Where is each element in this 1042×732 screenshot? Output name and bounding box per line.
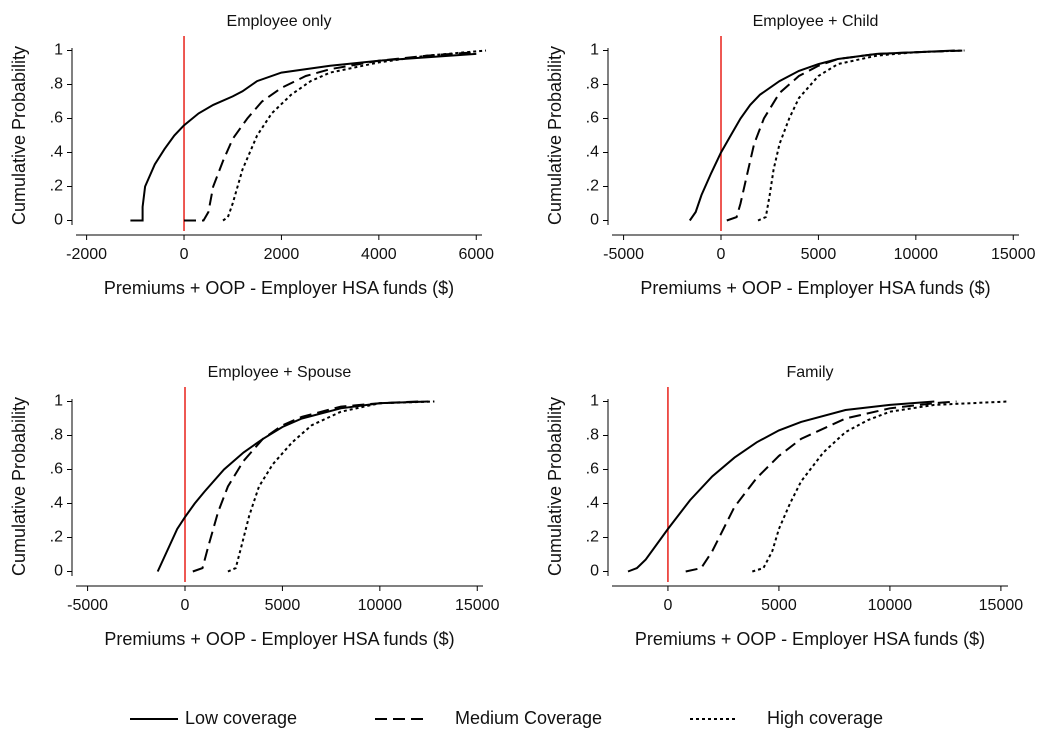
y-tick-label: .4 bbox=[50, 144, 63, 161]
y-axis-label: Cumulative Probability bbox=[9, 46, 29, 225]
x-tick-label: 15000 bbox=[991, 246, 1036, 263]
y-tick-label: .6 bbox=[50, 110, 63, 127]
y-tick-label: .8 bbox=[586, 76, 599, 93]
y-tick-label: .6 bbox=[586, 110, 599, 127]
x-tick-label: 10000 bbox=[358, 597, 403, 614]
legend-label: Low coverage bbox=[185, 708, 297, 728]
y-tick-label: .2 bbox=[50, 178, 63, 195]
y-axis-label: Cumulative Probability bbox=[9, 397, 29, 576]
y-tick-label: .8 bbox=[50, 76, 63, 93]
x-axis-label: Premiums + OOP - Employer HSA funds ($) bbox=[104, 629, 454, 649]
y-tick-label: .4 bbox=[50, 495, 63, 512]
cdf-line bbox=[192, 400, 419, 573]
x-axis-label: Premiums + OOP - Employer HSA funds ($) bbox=[640, 278, 990, 298]
cdf-line bbox=[688, 49, 955, 222]
y-tick-label: .6 bbox=[586, 461, 599, 478]
y-tick-label: 1 bbox=[590, 42, 599, 59]
x-tick-label: 15000 bbox=[455, 597, 500, 614]
panel-title: Family bbox=[786, 364, 833, 381]
x-tick-label: 0 bbox=[181, 597, 190, 614]
x-tick-label: 5000 bbox=[265, 597, 301, 614]
y-tick-label: 0 bbox=[590, 212, 599, 229]
y-tick-label: 0 bbox=[54, 212, 63, 229]
x-tick-label: 0 bbox=[180, 246, 189, 263]
x-axis-label: Premiums + OOP - Employer HSA funds ($) bbox=[635, 629, 985, 649]
x-tick-label: -2000 bbox=[66, 246, 107, 263]
cdf-line bbox=[757, 49, 965, 222]
cdf-line bbox=[222, 49, 487, 222]
x-tick-label: 6000 bbox=[458, 246, 494, 263]
panel-title: Employee + Spouse bbox=[208, 364, 352, 381]
y-tick-label: 0 bbox=[54, 563, 63, 580]
y-tick-label: .2 bbox=[586, 529, 599, 546]
cdf-line bbox=[726, 49, 965, 222]
x-tick-label: 4000 bbox=[361, 246, 397, 263]
x-tick-label: -5000 bbox=[67, 597, 108, 614]
legend-label: High coverage bbox=[767, 708, 883, 728]
x-axis-label: Premiums + OOP - Employer HSA funds ($) bbox=[104, 278, 454, 298]
cdf-line bbox=[685, 400, 957, 573]
y-axis-label: Cumulative Probability bbox=[545, 397, 565, 576]
x-tick-label: 10000 bbox=[868, 597, 913, 614]
cdf-line bbox=[752, 400, 1008, 573]
y-tick-label: 0 bbox=[590, 563, 599, 580]
x-tick-label: 0 bbox=[717, 246, 726, 263]
y-tick-label: .2 bbox=[586, 178, 599, 195]
y-tick-label: .6 bbox=[50, 461, 63, 478]
y-axis-label: Cumulative Probability bbox=[545, 46, 565, 225]
x-tick-label: 15000 bbox=[979, 597, 1024, 614]
x-tick-label: -5000 bbox=[603, 246, 644, 263]
y-tick-label: 1 bbox=[590, 393, 599, 410]
y-tick-label: 1 bbox=[54, 42, 63, 59]
y-tick-label: .4 bbox=[586, 495, 599, 512]
cdf-line bbox=[227, 400, 435, 573]
cdf-line bbox=[130, 52, 477, 222]
cdf-line bbox=[184, 51, 477, 222]
panel-title: Employee only bbox=[227, 13, 332, 30]
legend-label: Medium Coverage bbox=[455, 708, 602, 728]
y-tick-label: .8 bbox=[586, 427, 599, 444]
panel-title: Employee + Child bbox=[753, 13, 879, 30]
x-tick-label: 0 bbox=[663, 597, 672, 614]
y-tick-label: .8 bbox=[50, 427, 63, 444]
y-tick-label: 1 bbox=[54, 393, 63, 410]
x-tick-label: 2000 bbox=[264, 246, 300, 263]
y-tick-label: .4 bbox=[586, 144, 599, 161]
y-tick-label: .2 bbox=[50, 529, 63, 546]
cdf-line bbox=[627, 400, 935, 573]
x-tick-label: 5000 bbox=[761, 597, 797, 614]
cdf-line bbox=[156, 400, 429, 572]
x-tick-label: 5000 bbox=[801, 246, 837, 263]
x-tick-label: 10000 bbox=[894, 246, 939, 263]
